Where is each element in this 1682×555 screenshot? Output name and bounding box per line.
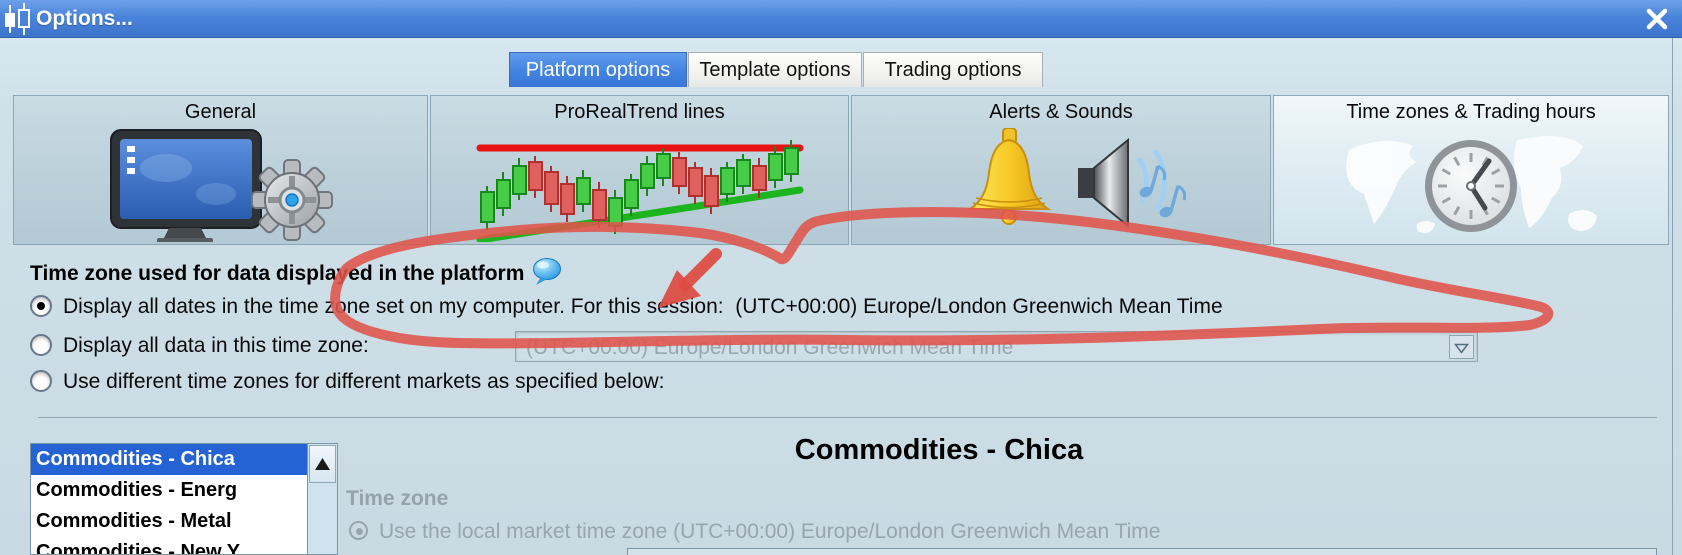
radio-button-selected	[30, 295, 52, 317]
annotation-arrow-shaft	[679, 248, 722, 291]
bell-speaker-icon	[966, 128, 1186, 229]
radio-label: Use the local market time zone (UTC+00:0…	[379, 520, 1161, 543]
timezone-section-heading-text: Time zone used for data displayed in the…	[30, 262, 525, 285]
scroll-up-button[interactable]	[309, 445, 336, 483]
market-timezone-label: Time zone	[346, 487, 449, 510]
titlebar: Options...	[0, 0, 1682, 38]
category-label: Time zones & Trading hours	[1346, 101, 1596, 123]
radio-button-unselected	[30, 370, 52, 392]
timezone-dropdown-value: (UTC+00:00) Europe/London Greenwich Mean…	[526, 336, 1014, 359]
market-timezone-dropdown-partial	[627, 548, 1657, 555]
tab-platform-options[interactable]: Platform options	[509, 52, 687, 87]
dialog-right-border	[1672, 38, 1673, 555]
tab-template-options[interactable]: Template options	[688, 52, 862, 87]
radio-label: Display all data in this time zone:	[63, 334, 369, 357]
radio-label: Display all dates in the time zone set o…	[63, 295, 1223, 318]
candlestick-app-icon	[5, 3, 30, 35]
section-divider	[38, 417, 1657, 418]
market-detail-title: Commodities - Chica	[794, 434, 1084, 466]
markets-listbox: Commodities - Chica Commodities - Energ …	[30, 443, 307, 555]
monitor-gear-icon	[109, 129, 333, 242]
markets-list-scrollbar[interactable]	[307, 443, 338, 555]
list-item-commodities-metal[interactable]: Commodities - Metal	[36, 510, 232, 532]
timezone-section-heading: Time zone used for data displayed in the…	[30, 258, 562, 286]
timezone-dropdown-disabled: (UTC+00:00) Europe/London Greenwich Mean…	[515, 331, 1478, 362]
radio-button-unselected	[30, 334, 52, 356]
window-title: Options...	[36, 7, 133, 30]
list-item-commodities-energy[interactable]: Commodities - Energ	[36, 479, 238, 501]
category-label: ProRealTrend lines	[554, 101, 725, 123]
category-tab-prorealtrend-lines[interactable]: ProRealTrend lines	[430, 95, 849, 245]
close-icon[interactable]	[1646, 8, 1668, 30]
chevron-down-icon	[1454, 343, 1469, 354]
help-bubble-icon[interactable]	[532, 258, 562, 286]
list-item-commodities-newyork[interactable]: Commodities - New Y	[36, 541, 241, 555]
tab-trading-options[interactable]: Trading options	[863, 52, 1043, 87]
radio-label: Use different time zones for different m…	[63, 370, 665, 393]
category-label: Alerts & Sounds	[989, 101, 1133, 123]
category-tab-alerts-sounds[interactable]: Alerts & Sounds	[851, 95, 1271, 245]
world-clock-icon	[1346, 136, 1597, 234]
category-label: General	[184, 101, 257, 123]
dropdown-arrow-button	[1449, 335, 1474, 359]
triangle-up-icon	[315, 458, 330, 470]
radio-button-selected-disabled	[349, 521, 368, 540]
category-tab-time-zones-trading-hours[interactable]: Time zones & Trading hours	[1273, 95, 1669, 245]
category-tab-general[interactable]: General	[13, 95, 428, 245]
list-item-commodities-chicago[interactable]: Commodities - Chica	[31, 444, 307, 475]
candlestick-chart-icon	[476, 140, 803, 242]
